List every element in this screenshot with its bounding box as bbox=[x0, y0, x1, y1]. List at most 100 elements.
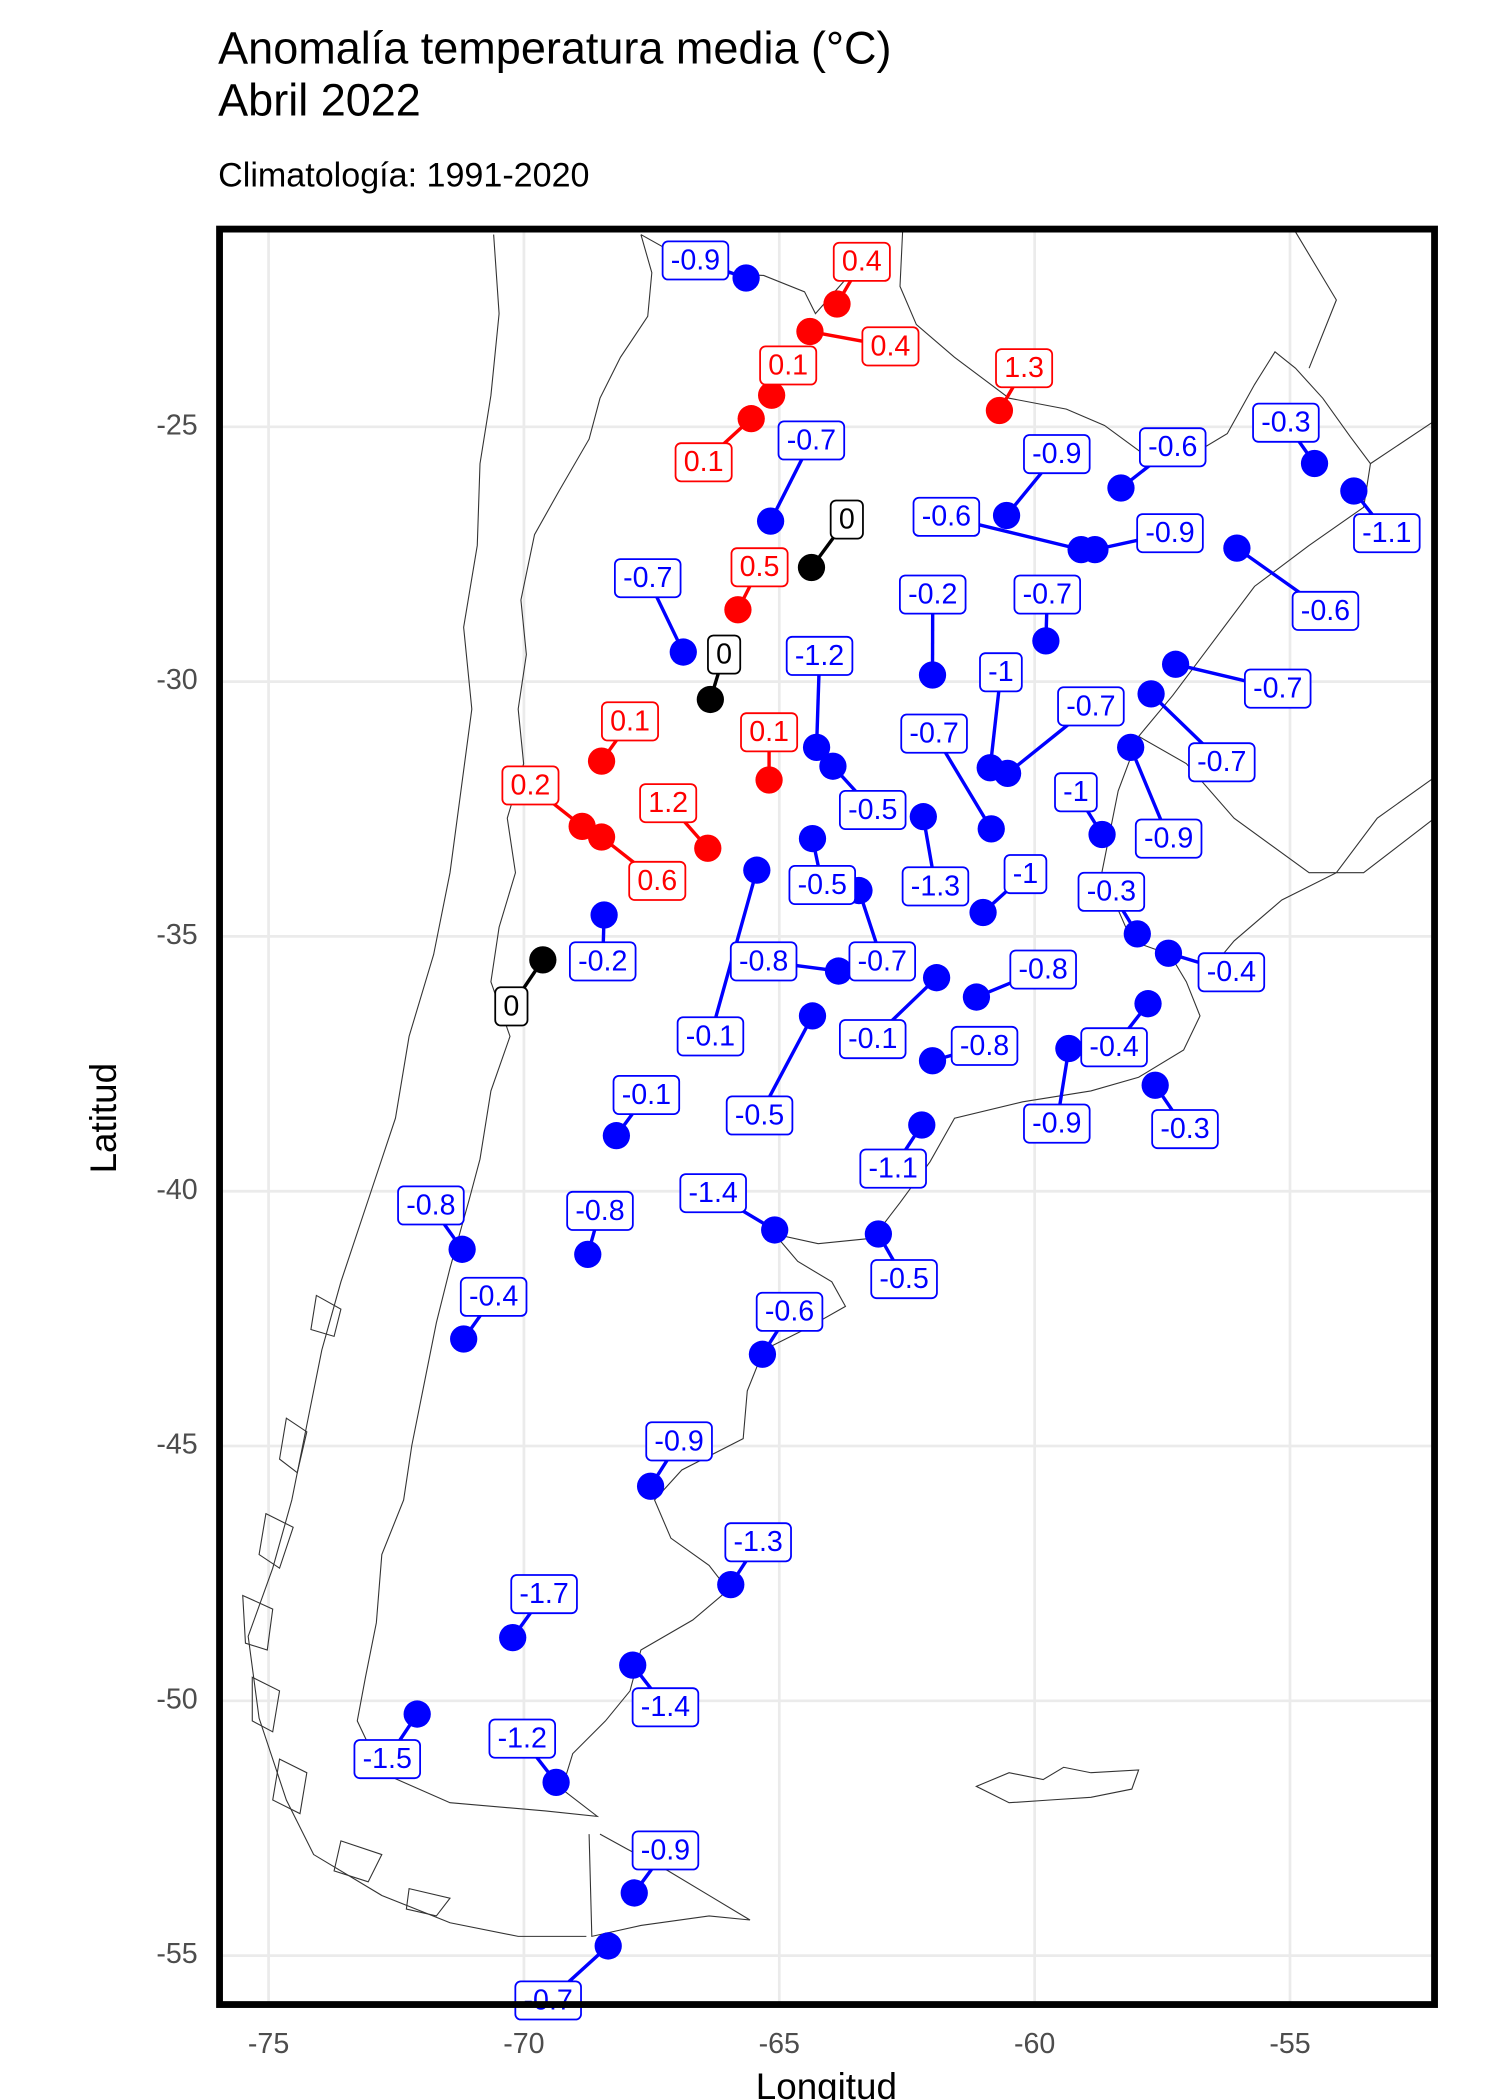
label-box bbox=[870, 1259, 938, 1300]
value-label: -0.6 bbox=[1138, 427, 1207, 468]
value-label-text: -0.4 bbox=[1207, 956, 1256, 988]
x-tick-label: -70 bbox=[503, 2028, 544, 2060]
value-label: -0.8 bbox=[397, 1185, 465, 1226]
label-box bbox=[838, 790, 907, 830]
value-label: -0.2 bbox=[898, 574, 967, 615]
value-label-text: -0.7 bbox=[858, 945, 907, 977]
label-box bbox=[459, 1276, 528, 1317]
value-label-text: -1.4 bbox=[689, 1177, 738, 1209]
x-tick-label: -55 bbox=[1269, 2028, 1310, 2060]
label-box bbox=[777, 420, 846, 461]
value-label-text: -1.3 bbox=[911, 870, 960, 902]
label-box bbox=[631, 1830, 700, 1871]
value-label-text: -0.8 bbox=[575, 1195, 624, 1227]
label-box bbox=[729, 941, 798, 982]
value-label-text: -0.4 bbox=[469, 1281, 518, 1313]
station-point bbox=[748, 1340, 777, 1368]
station-point bbox=[1032, 627, 1060, 655]
station-point bbox=[732, 264, 760, 292]
chart-title: Anomalía temperatura media (°C) bbox=[218, 23, 891, 74]
value-label-text: -0.6 bbox=[1301, 595, 1350, 627]
station-point bbox=[757, 381, 786, 409]
chart-subtitle: Climatología: 1991-2020 bbox=[218, 156, 589, 194]
station-point bbox=[908, 1111, 936, 1139]
station-point bbox=[918, 1047, 947, 1075]
value-label: -0.6 bbox=[1291, 590, 1360, 631]
label-box bbox=[740, 712, 799, 753]
panel-frame bbox=[216, 225, 1438, 2008]
label-box bbox=[759, 345, 818, 386]
station-point bbox=[864, 1220, 893, 1248]
station-point bbox=[1088, 820, 1116, 849]
station-point bbox=[819, 752, 847, 780]
x-tick-label: -65 bbox=[759, 2028, 800, 2060]
label-box bbox=[661, 240, 730, 281]
value-label-text: 0.1 bbox=[749, 716, 789, 748]
value-label: 0 bbox=[707, 634, 742, 675]
label-box bbox=[898, 574, 967, 615]
x-tick-label: -60 bbox=[1014, 2028, 1055, 2060]
label-box bbox=[724, 1522, 792, 1563]
value-label: -0.1 bbox=[838, 1019, 907, 1060]
value-label: -0.9 bbox=[1023, 1103, 1091, 1144]
station-point bbox=[823, 290, 851, 318]
value-label: 0 bbox=[494, 986, 529, 1027]
value-label: -0.4 bbox=[1080, 1027, 1148, 1068]
label-box bbox=[1243, 668, 1312, 709]
label-box bbox=[639, 783, 698, 824]
value-label-text: -0.8 bbox=[1019, 953, 1068, 985]
label-box bbox=[631, 1687, 700, 1728]
label-box bbox=[679, 1173, 747, 1214]
value-label-text: -1.7 bbox=[519, 1578, 568, 1610]
value-label-text: -0.9 bbox=[654, 1425, 703, 1457]
value-label-text: -0.7 bbox=[1197, 746, 1246, 778]
value-label: 0.1 bbox=[674, 442, 733, 483]
value-label: -1.2 bbox=[488, 1718, 557, 1759]
value-label: 0.6 bbox=[628, 860, 687, 901]
value-label-text: -0.3 bbox=[1160, 1113, 1209, 1145]
y-tick-label: -40 bbox=[156, 1174, 197, 1206]
label-box bbox=[1188, 742, 1256, 783]
station-point bbox=[909, 803, 937, 831]
station-point bbox=[587, 823, 616, 851]
label-box bbox=[900, 713, 968, 754]
station-point bbox=[755, 766, 783, 794]
station-point bbox=[1123, 920, 1151, 948]
value-label: 1.3 bbox=[995, 348, 1054, 389]
station-point bbox=[636, 1472, 665, 1500]
label-box bbox=[1013, 574, 1082, 615]
brazil-uruguay-border bbox=[1138, 231, 1435, 983]
value-label-text: -0.1 bbox=[622, 1079, 671, 1111]
station-point bbox=[1137, 680, 1165, 708]
value-label: -0.5 bbox=[725, 1095, 794, 1136]
x-tick-label: -75 bbox=[248, 2028, 289, 2060]
value-label: -0.9 bbox=[1134, 818, 1203, 859]
value-label-text: -1.5 bbox=[363, 1743, 412, 1775]
value-label: -1.7 bbox=[510, 1574, 578, 1615]
station-point bbox=[918, 661, 947, 689]
station-point bbox=[587, 747, 616, 775]
station-point bbox=[922, 964, 951, 992]
chile-coast bbox=[247, 234, 587, 1937]
value-label: -1.3 bbox=[724, 1522, 792, 1563]
value-label: -0.8 bbox=[729, 941, 798, 982]
label-box bbox=[1077, 871, 1146, 912]
value-label-text: 0.2 bbox=[511, 769, 551, 801]
value-label: -0.2 bbox=[568, 941, 637, 982]
value-label-text: -0.5 bbox=[735, 1099, 784, 1131]
station-point bbox=[574, 1240, 602, 1269]
label-box bbox=[1023, 434, 1091, 475]
station-point bbox=[696, 685, 724, 714]
station-point bbox=[1081, 535, 1109, 564]
label-box bbox=[832, 241, 891, 282]
value-label: -0.7 bbox=[848, 941, 917, 982]
label-box bbox=[494, 986, 529, 1027]
label-box bbox=[829, 499, 864, 540]
label-box bbox=[514, 1980, 582, 2021]
label-box bbox=[859, 1148, 927, 1189]
chart-title: Abril 2022 bbox=[218, 75, 421, 126]
station-point bbox=[448, 1235, 476, 1263]
value-label: -1.1 bbox=[1353, 513, 1421, 554]
label-box bbox=[1291, 590, 1360, 631]
